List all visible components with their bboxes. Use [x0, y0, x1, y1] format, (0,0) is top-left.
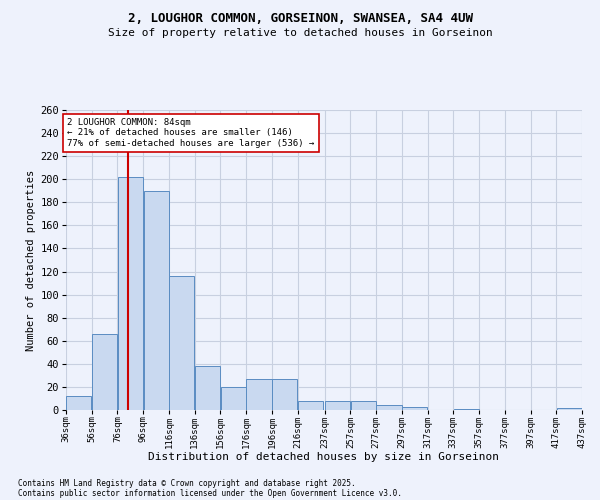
Bar — [454, 409, 479, 410]
Text: Size of property relative to detached houses in Gorseinon: Size of property relative to detached ho… — [107, 28, 493, 38]
Bar — [351, 401, 376, 410]
Bar — [325, 401, 350, 410]
Bar — [298, 401, 323, 410]
Bar — [67, 396, 91, 410]
Bar — [402, 406, 427, 410]
Bar — [557, 408, 581, 410]
X-axis label: Distribution of detached houses by size in Gorseinon: Distribution of detached houses by size … — [149, 452, 499, 462]
Y-axis label: Number of detached properties: Number of detached properties — [26, 170, 36, 350]
Bar — [143, 191, 169, 410]
Text: 2, LOUGHOR COMMON, GORSEINON, SWANSEA, SA4 4UW: 2, LOUGHOR COMMON, GORSEINON, SWANSEA, S… — [128, 12, 473, 26]
Bar — [247, 379, 272, 410]
Text: Contains public sector information licensed under the Open Government Licence v3: Contains public sector information licen… — [18, 488, 402, 498]
Bar — [118, 177, 143, 410]
Bar — [221, 387, 246, 410]
Text: Contains HM Land Registry data © Crown copyright and database right 2025.: Contains HM Land Registry data © Crown c… — [18, 478, 356, 488]
Text: 2 LOUGHOR COMMON: 84sqm
← 21% of detached houses are smaller (146)
77% of semi-d: 2 LOUGHOR COMMON: 84sqm ← 21% of detache… — [67, 118, 314, 148]
Bar — [92, 334, 117, 410]
Bar — [169, 276, 194, 410]
Bar — [195, 366, 220, 410]
Bar — [376, 406, 401, 410]
Bar — [272, 379, 297, 410]
